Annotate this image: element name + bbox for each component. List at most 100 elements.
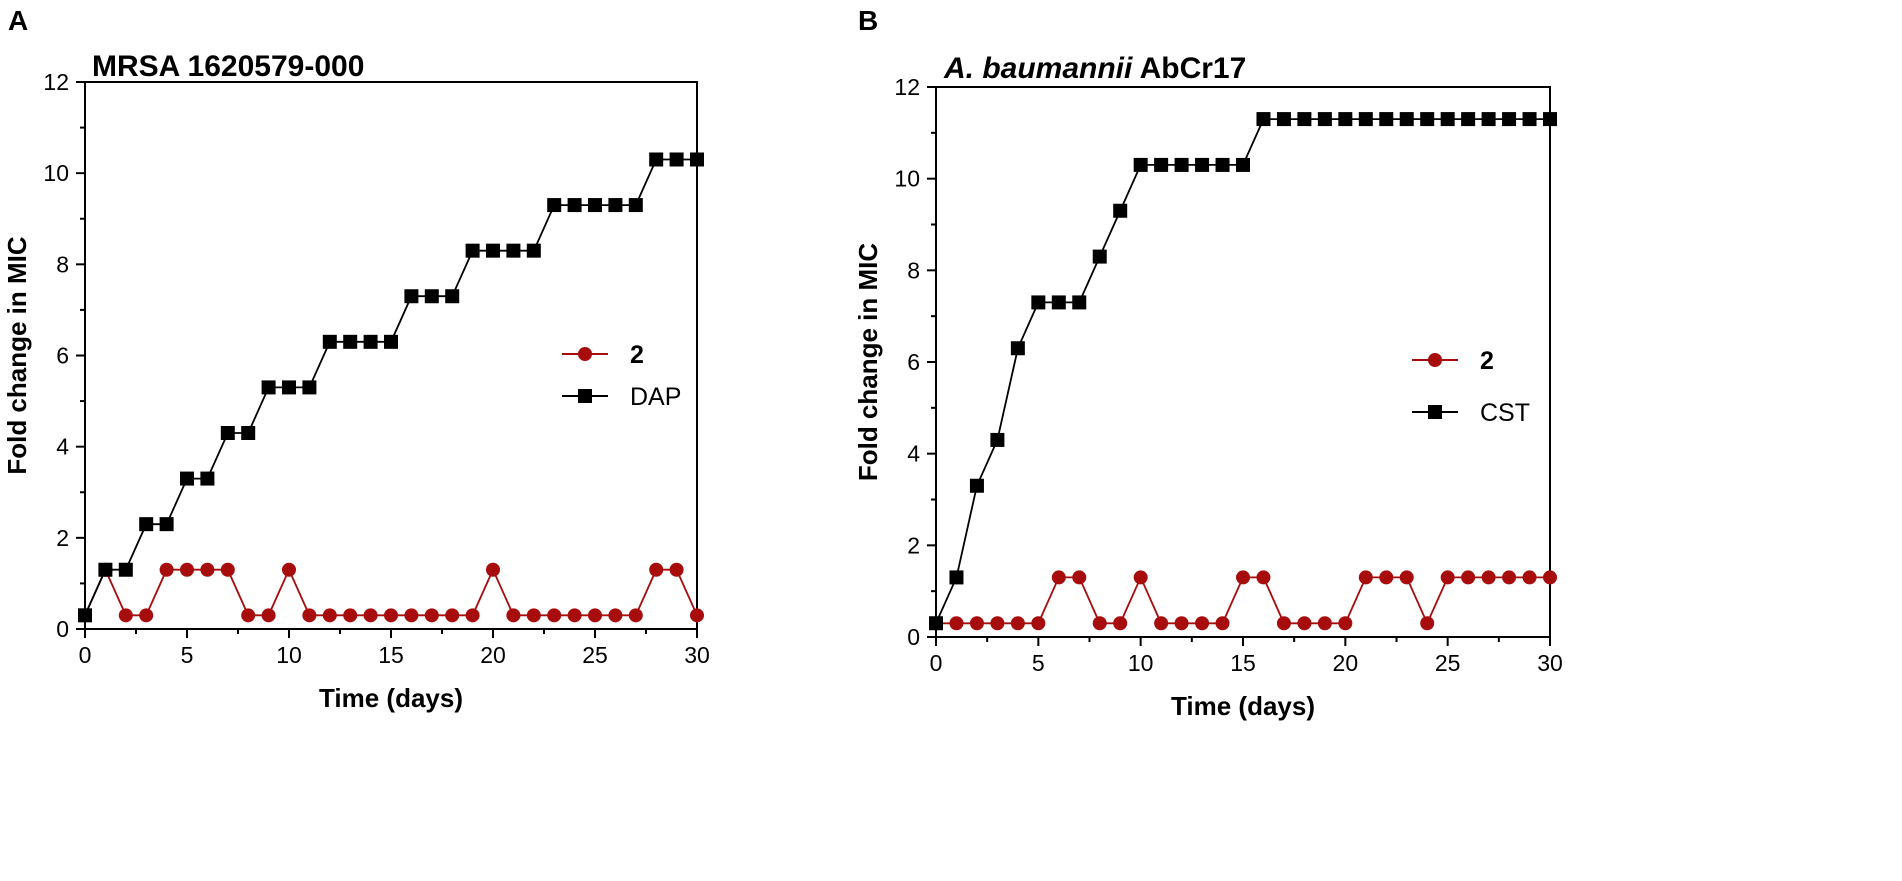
legend-marker [1428, 353, 1442, 367]
data-point [1051, 295, 1066, 310]
data-point [649, 152, 664, 167]
data-point [949, 570, 964, 585]
data-point [220, 562, 235, 577]
data-point [1256, 112, 1271, 127]
legend-marker [1428, 405, 1442, 419]
y-tick-label: 12 [43, 69, 69, 95]
data-point [1379, 570, 1394, 585]
data-point [180, 471, 194, 486]
data-point [322, 334, 337, 349]
legend-label: 2 [630, 341, 644, 369]
y-tick-label: 0 [907, 624, 920, 650]
data-point [608, 608, 623, 623]
legend-entry: 2 [1412, 347, 1494, 375]
chart-title-part: MRSA 1620579-000 [92, 50, 364, 83]
data-point [98, 562, 113, 577]
data-point [261, 608, 276, 623]
data-point [1113, 616, 1128, 631]
data-point [302, 380, 317, 395]
data-point [180, 562, 194, 577]
x-tick-label: 25 [1435, 650, 1461, 676]
y-tick-label: 10 [894, 166, 920, 192]
data-point [990, 432, 1005, 447]
y-tick-label: 4 [56, 434, 69, 460]
data-point [1440, 112, 1455, 127]
data-point [628, 608, 643, 623]
data-point [465, 243, 480, 258]
data-point [1256, 570, 1271, 585]
data-point [1522, 112, 1537, 127]
data-point [1215, 616, 1230, 631]
y-tick-label: 0 [56, 616, 69, 642]
panel-a: A MRSA 1620579-000 0 2 4 6 8 10 12 0 5 10 15 20 25 30 Ti… [2, 5, 710, 713]
data-point [343, 608, 358, 623]
data-point [343, 334, 358, 349]
data-point [1461, 570, 1476, 585]
data-point [929, 616, 943, 631]
data-point [1399, 112, 1414, 127]
data-point [486, 562, 500, 577]
x-tick-label: 20 [480, 642, 506, 668]
data-point [363, 608, 378, 623]
data-point [404, 289, 419, 304]
data-point [608, 198, 623, 213]
data-point [1276, 616, 1291, 631]
panel-letter: A [8, 5, 28, 36]
data-point [261, 380, 276, 395]
data-point [1440, 570, 1455, 585]
data-point [200, 562, 215, 577]
data-point [567, 198, 582, 213]
data-point [1031, 616, 1046, 631]
data-point [445, 608, 460, 623]
x-tick-label: 5 [1032, 650, 1045, 676]
data-point [1195, 616, 1210, 631]
data-point [302, 608, 317, 623]
data-point [1215, 157, 1230, 172]
data-point [139, 517, 154, 532]
data-point [1010, 341, 1025, 356]
legend-marker [578, 347, 592, 361]
data-point [1481, 112, 1496, 127]
data-point [588, 608, 602, 623]
y-tick-label: 6 [907, 349, 920, 375]
data-point [363, 334, 378, 349]
data-point [445, 289, 460, 304]
data-point [1236, 570, 1250, 585]
data-point [1297, 112, 1312, 127]
data-point [465, 608, 480, 623]
data-point [690, 608, 704, 623]
data-point [1358, 570, 1373, 585]
data-point [159, 562, 174, 577]
data-point [1399, 570, 1414, 585]
y-tick-label: 2 [56, 525, 69, 551]
data-point [78, 608, 92, 623]
x-axis-label: Time (days) [319, 683, 463, 713]
data-point [1338, 112, 1353, 127]
x-tick-label: 15 [1230, 650, 1256, 676]
data-point [990, 616, 1005, 631]
x-tick-label: 30 [684, 642, 710, 668]
series-line [935, 118, 1550, 624]
data-point [139, 608, 154, 623]
data-point [282, 380, 296, 395]
legend-label: 2 [1480, 347, 1494, 375]
x-tick-label: 0 [79, 642, 92, 668]
panel-b: B A. baumannii AbCr17 0 2 4 6 8 10 12 0 5 10 15 20 25 3… [853, 5, 1563, 721]
data-point [1174, 616, 1189, 631]
data-point [486, 243, 500, 258]
x-tick-label: 10 [276, 642, 302, 668]
data-point [547, 608, 562, 623]
data-point [526, 608, 541, 623]
data-point [118, 562, 133, 577]
data-point [220, 425, 235, 440]
data-point [1543, 112, 1557, 127]
data-point [404, 608, 419, 623]
data-point [1420, 112, 1435, 127]
y-tick-label: 12 [894, 74, 920, 100]
data-point [1358, 112, 1373, 127]
y-tick-label: 8 [56, 251, 69, 277]
y-tick-label: 8 [907, 257, 920, 283]
data-point [1010, 616, 1025, 631]
legend-label: DAP [630, 383, 681, 411]
